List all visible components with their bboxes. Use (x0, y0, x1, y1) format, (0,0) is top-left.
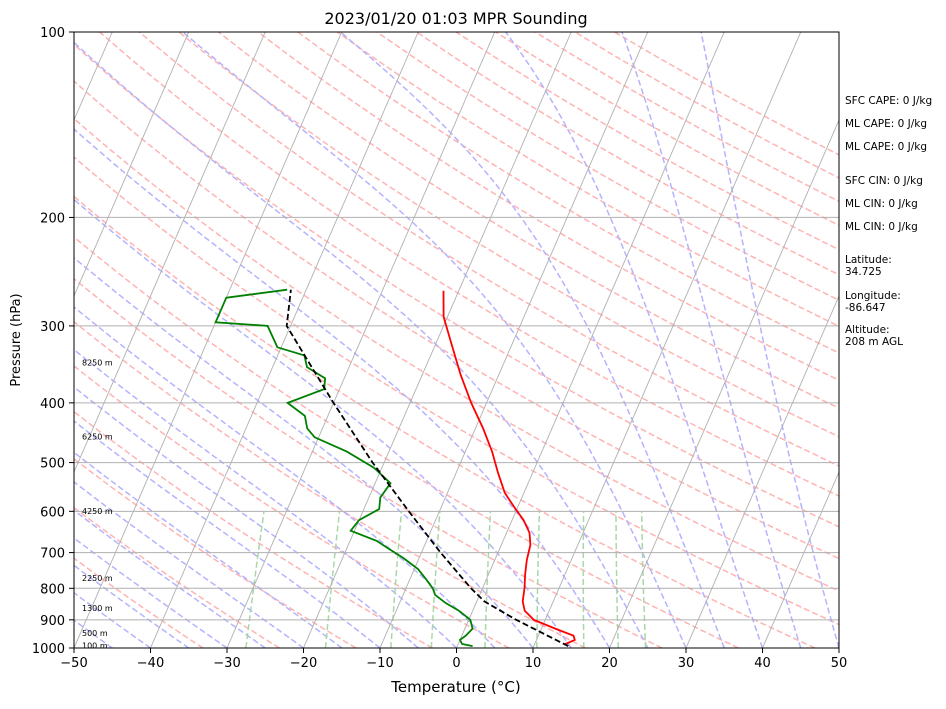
height-label: 6250 m (82, 432, 113, 441)
height-label: 500 m (82, 629, 108, 638)
x-tick-label: 30 (678, 656, 695, 671)
x-axis-label: Temperature (°C) (390, 678, 520, 696)
info-panel: SFC CAPE: 0 J/kg ML CAPE: 0 J/kg ML CAPE: … (845, 95, 932, 348)
moist-adiabat (0, 197, 265, 648)
height-label: 1300 m (82, 604, 113, 613)
dry-adiabat (139, 32, 946, 648)
moist-adiabat (0, 69, 456, 648)
mixing-ratio-line (326, 511, 340, 648)
x-tick-label: −40 (137, 656, 164, 671)
moist-adiabat (0, 102, 418, 648)
y-tick-label: 900 (40, 614, 65, 629)
mixing-ratio-line (246, 511, 264, 648)
info-line: ML CAPE: 0 J/kg (845, 141, 927, 153)
info-line: 208 m AGL (845, 336, 903, 348)
info-line: Altitude: (845, 324, 890, 336)
isotherm (380, 32, 648, 648)
x-axis-ticks: −50 −40 −30 −20 −10 0 10 20 30 40 50 (60, 648, 847, 671)
mixing-ratio-line (642, 511, 646, 648)
mixing-ratio-line (537, 511, 540, 648)
info-line: ML CIN: 0 J/kg (845, 221, 918, 233)
isotherm (457, 32, 725, 648)
y-tick-label: 700 (40, 547, 65, 562)
info-line: Latitude: (845, 254, 892, 266)
y-tick-label: 100 (40, 26, 65, 41)
plot-frame (74, 32, 839, 648)
x-tick-label: 10 (525, 656, 542, 671)
info-line: SFC CAPE: 0 J/kg (845, 95, 932, 107)
x-tick-label: 0 (452, 656, 460, 671)
info-line: -86.647 (845, 302, 886, 314)
dry-adiabat (0, 32, 891, 648)
y-axis-label: Pressure (hPa) (9, 293, 24, 386)
isotherm (151, 32, 419, 648)
y-tick-label: 800 (40, 582, 65, 597)
y-tick-label: 200 (40, 211, 65, 226)
x-tick-label: 20 (601, 656, 618, 671)
moist-adiabat (0, 32, 533, 648)
info-line: SFC CIN: 0 J/kg (845, 175, 923, 187)
x-tick-label: −30 (213, 656, 240, 671)
y-tick-label: 500 (40, 457, 65, 472)
moist-adiabat (63, 32, 648, 648)
dry-adiabat (0, 32, 738, 648)
dry-adiabat (0, 32, 585, 648)
height-label: 2250 m (82, 574, 113, 583)
x-tick-label: 40 (754, 656, 771, 671)
moist-adiabat (701, 32, 839, 648)
isotherm (0, 32, 189, 648)
dry-adiabat (0, 32, 509, 648)
chart-title: 2023/01/20 01:03 MPR Sounding (324, 9, 587, 28)
x-tick-label: −50 (60, 656, 87, 671)
info-line: ML CAPE: 0 J/kg (845, 118, 927, 130)
height-label: 8250 m (82, 358, 113, 367)
x-tick-label: −20 (290, 656, 317, 671)
dry-adiabat (100, 32, 946, 648)
dry-adiabat (60, 32, 946, 648)
height-label: 4250 m (82, 507, 113, 516)
isotherm (533, 32, 801, 648)
x-tick-label: 50 (831, 656, 848, 671)
height-labels: 100 m 500 m 1300 m 2250 m 4250 m 6250 m 8250 m (82, 358, 113, 650)
y-tick-label: 600 (40, 505, 65, 520)
info-line: ML CIN: 0 J/kg (845, 198, 918, 210)
height-label: 100 m (82, 641, 108, 650)
pressure-gridlines (74, 32, 839, 648)
dry-adiabat (21, 32, 946, 648)
x-tick-label: −10 (366, 656, 393, 671)
info-line: Longitude: (845, 290, 901, 302)
background-lines (0, 32, 946, 648)
y-tick-label: 1000 (32, 642, 65, 657)
moist-adiabat (506, 32, 763, 648)
moist-adiabat (0, 237, 189, 648)
y-axis-ticks: 100 200 300 400 500 600 700 800 900 1000 (32, 26, 74, 657)
info-line: 34.725 (845, 266, 882, 278)
y-tick-label: 400 (40, 397, 65, 412)
dry-adiabat (0, 32, 203, 648)
isotherm (227, 32, 495, 648)
y-tick-label: 300 (40, 320, 65, 335)
moist-adiabat (0, 211, 227, 648)
